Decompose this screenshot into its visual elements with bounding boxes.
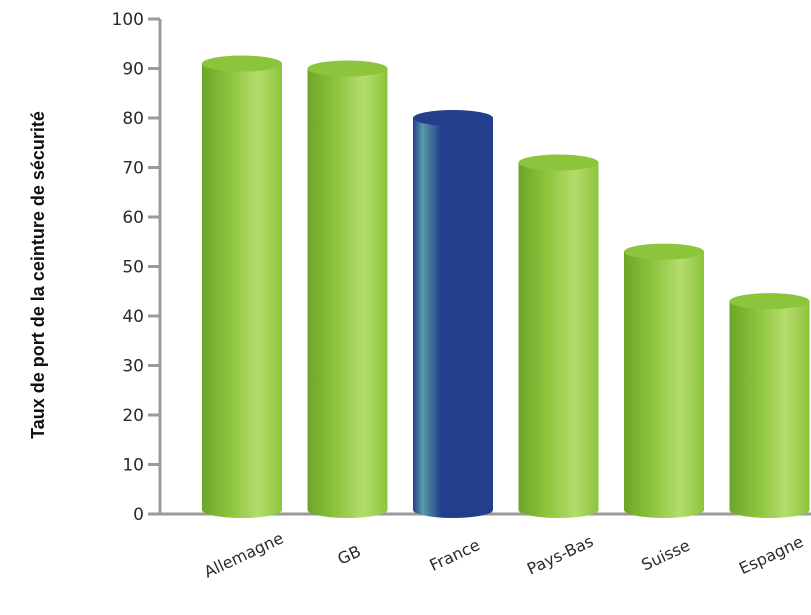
y-tick-label: 30 [122,357,144,377]
y-tick-label: 40 [122,307,144,327]
bar-body [413,118,493,518]
y-tick-label: 20 [122,406,144,426]
y-tick-label: 70 [122,159,144,179]
bar-allemagne [202,55,282,519]
bars [202,55,810,519]
bar-top-cap [518,154,599,171]
x-tick-label: France [427,535,483,575]
y-tick-label: 80 [122,109,144,129]
y-tick-label: 50 [122,258,144,278]
x-tick-label: GB [335,541,364,568]
y-tick-label: 100 [112,10,144,30]
bar-body [729,301,810,518]
y-tick-label: 0 [133,505,144,525]
y-axis-title: Taux de port de la ceinture de sécurité [28,111,48,439]
bar-top-cap [729,293,810,310]
x-tick-label: Suisse [638,536,692,575]
x-tick-label: Pays-Bas [524,531,596,578]
bar-body [307,68,388,518]
bar-top-cap [202,55,282,72]
x-tick-label: Allemagne [201,528,286,581]
bar-body [624,251,704,518]
bar-body [518,162,599,519]
y-tick-label: 60 [122,208,144,228]
bar-france [413,110,493,518]
y-tick-label: 10 [122,456,144,476]
bar-top-cap [307,60,388,77]
y-tick-label: 90 [122,60,144,80]
bar-top-cap [413,110,493,126]
bar-gb [307,60,388,518]
bar-top-cap [624,243,704,260]
bar-body [202,63,282,519]
x-tick-label: Espagne [736,532,806,578]
bar-espagne [729,293,810,518]
bar-suisse [624,243,704,518]
x-axis-labels: Allemagne GB France Pays-Bas Suisse Espagne [201,528,806,581]
bar-pays-bas [518,154,599,519]
